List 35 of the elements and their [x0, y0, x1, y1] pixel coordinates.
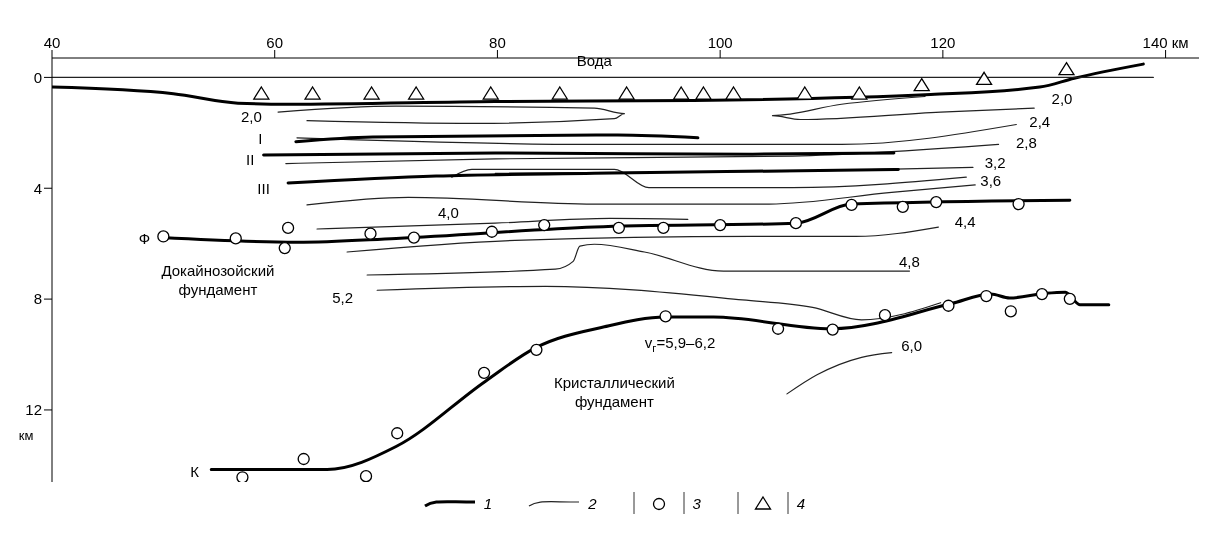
x-tick-label: 100	[707, 34, 733, 51]
annotation: 4,4	[954, 212, 976, 230]
annotation: Докайнозойский фундамент	[161, 261, 275, 298]
x-tick-label: 120	[930, 34, 956, 51]
annotation: 2,0	[240, 107, 262, 125]
y-tick-label: 0	[33, 68, 42, 86]
annotation: 6,0	[901, 336, 923, 354]
x-tick-label: 60	[266, 34, 284, 51]
annotation: 4,0	[438, 203, 459, 221]
legend-label: 3	[692, 494, 701, 512]
annotation: I	[258, 129, 263, 147]
annotation: III	[257, 179, 270, 197]
annotation: 4,8	[899, 252, 920, 270]
annotation: 2,8	[1015, 133, 1037, 151]
y-tick-label: 4	[33, 179, 42, 197]
annotation: Ф	[138, 229, 151, 247]
annotation: К	[190, 462, 200, 480]
annotation: 2,0	[1051, 89, 1073, 107]
x-tick-label: 40	[43, 34, 61, 51]
y-tick-label: 12	[25, 401, 42, 419]
annotation: Кристаллический фундамент	[553, 373, 675, 410]
annotation: 3,2	[984, 153, 1006, 171]
legend-label: 2	[588, 494, 597, 512]
annotation: Вода	[576, 51, 613, 69]
annotation: 5,2	[332, 288, 354, 306]
annotation: 3,6	[980, 171, 1002, 189]
annotation: II	[246, 150, 255, 168]
y-axis-title: км	[18, 427, 34, 443]
x-tick-label: 140 км	[1142, 34, 1189, 51]
legend-label: 4	[796, 494, 806, 512]
annotation: v$_{г}$=5,9–6,2	[644, 333, 716, 355]
x-tick-label: 80	[489, 34, 506, 51]
annotation: 2,4	[1029, 112, 1051, 130]
legend-label: 1	[483, 494, 493, 512]
y-tick-label: 8	[33, 290, 42, 308]
